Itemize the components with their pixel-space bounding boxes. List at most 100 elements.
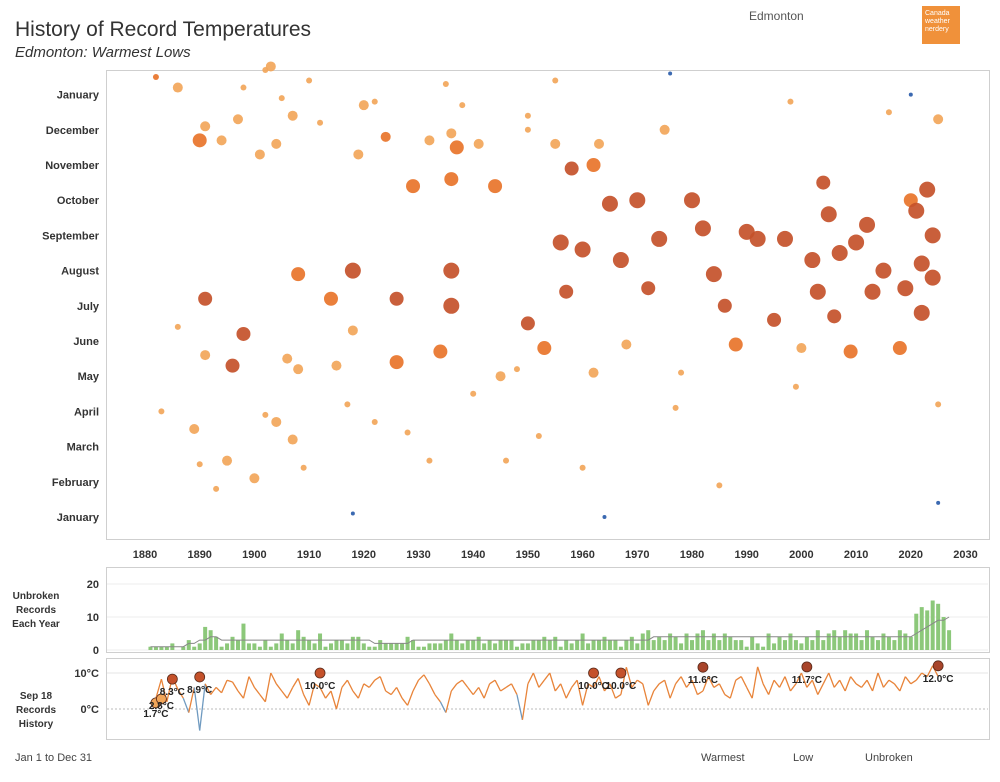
record-point [935, 401, 942, 408]
year-tick-label: 2030 [953, 549, 977, 561]
year-bar [241, 623, 246, 650]
history-segment [259, 694, 266, 703]
record-marker-label: 10.0°C [578, 681, 609, 692]
record-point [820, 206, 837, 223]
year-bar [553, 636, 558, 650]
year-bar [421, 646, 426, 650]
low-toggle[interactable]: Low [793, 752, 814, 764]
record-point [282, 353, 293, 364]
year-bar [821, 640, 826, 650]
history-segment [724, 694, 731, 699]
year-bar [919, 607, 924, 650]
trend-line [150, 616, 950, 648]
unbroken-toggle[interactable]: Unbroken [865, 752, 913, 764]
history-segment [253, 687, 261, 695]
history-segment [740, 676, 748, 688]
line-panel [106, 658, 990, 740]
year-bar [700, 630, 705, 650]
history-segment [871, 672, 879, 692]
history-segment [319, 687, 327, 699]
year-bar [728, 636, 733, 650]
year-bar [334, 640, 339, 650]
bar-y-tick-label: 10 [87, 612, 99, 624]
year-tick-label: 1930 [406, 549, 430, 561]
bar-y-tick-label: 20 [87, 579, 99, 591]
year-bar [323, 646, 328, 650]
record-marker [932, 660, 944, 672]
history-segment [795, 672, 802, 685]
year-bar [438, 643, 443, 650]
year-tick-label: 2020 [899, 549, 923, 561]
year-tick-label: 1960 [570, 549, 594, 561]
year-bar [607, 640, 612, 650]
date-range-label: Jan 1 to Dec 31 [15, 752, 93, 764]
history-segment [275, 683, 283, 692]
record-point [864, 283, 881, 300]
record-marker [166, 673, 178, 685]
record-point [424, 135, 435, 146]
year-bar [744, 646, 749, 650]
history-segment [767, 679, 775, 695]
history-segment [713, 683, 720, 688]
history-segment [406, 690, 414, 706]
year-bar [465, 640, 470, 650]
history-segment [434, 694, 441, 703]
history-segment [833, 679, 841, 688]
year-bar [389, 643, 394, 650]
history-segment [193, 687, 201, 731]
history-segment [368, 679, 376, 688]
history-segment [467, 687, 474, 695]
record-point [659, 124, 670, 135]
year-bar [804, 636, 809, 650]
history-segment [155, 678, 163, 699]
record-point [380, 131, 391, 142]
history-segment [866, 679, 874, 692]
history-segment [527, 672, 534, 685]
line-y-tick-label: 0°C [81, 704, 100, 716]
history-segment [926, 665, 934, 677]
record-point [404, 429, 411, 436]
history-segment [220, 679, 228, 694]
history-segment [461, 679, 469, 688]
record-point [287, 110, 298, 121]
site-logo[interactable]: Canada weather nerdery [922, 6, 960, 44]
record-point [767, 312, 782, 327]
year-tick-label: 1970 [625, 549, 649, 561]
logo-line: nerdery [925, 26, 949, 33]
history-segment [330, 690, 338, 710]
year-bar [903, 633, 908, 650]
history-segment [762, 683, 770, 695]
year-bar [520, 643, 525, 650]
record-point [913, 255, 930, 272]
year-bar [881, 633, 886, 650]
bar-y-tick-label: 0 [93, 645, 99, 655]
record-scatter-chart[interactable]: January December November October September A… [0, 60, 1000, 565]
record-point [291, 267, 306, 282]
history-segment [554, 683, 562, 692]
record-point [550, 138, 561, 149]
month-tick-label: May [78, 371, 100, 383]
record-point [716, 482, 723, 489]
line-side-label: Sep 18 Records History [15, 691, 56, 730]
record-point [216, 135, 227, 146]
page-subtitle: Edmonton: Warmest Lows [15, 44, 191, 61]
record-point [503, 457, 510, 464]
record-marker-label: 11.7°C [792, 675, 822, 686]
record-point [892, 341, 907, 356]
year-bar [268, 646, 273, 650]
record-point [225, 358, 240, 373]
record-point [495, 371, 506, 382]
record-point [192, 133, 207, 148]
year-bar [575, 640, 580, 650]
day-records-line-chart[interactable]: 0°C10°C1.7°C2.8°C8.3°C 8.9°C 10.0°C 10.0°C1… [0, 656, 1000, 744]
warmest-toggle[interactable]: Warmest [701, 752, 745, 764]
history-segment [379, 676, 387, 692]
record-point [254, 149, 265, 160]
unbroken-records-bar-chart[interactable]: 0 10 20 [0, 565, 1000, 655]
history-segment [445, 690, 452, 713]
year-tick-label: 1990 [734, 549, 758, 561]
history-segment [587, 683, 594, 688]
record-point [174, 323, 181, 330]
record-point [198, 291, 213, 306]
year-bar [257, 646, 262, 650]
